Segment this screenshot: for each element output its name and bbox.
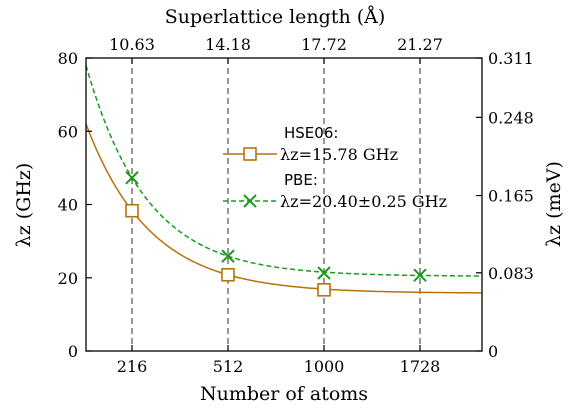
x-axis-title: Number of atoms xyxy=(200,383,368,405)
legend-marker-pbe xyxy=(243,194,257,208)
legend-value-hse06: λz=15.78 GHz xyxy=(280,145,398,164)
y2-tick-label: 0.083 xyxy=(488,264,534,283)
data-point-pbe xyxy=(317,266,331,280)
data-markers xyxy=(125,171,427,297)
data-point-pbe xyxy=(125,171,139,185)
y-tick-label: 40 xyxy=(58,196,78,215)
x2-tick-label: 10.63 xyxy=(109,35,155,54)
x2-tick-label: 21.27 xyxy=(397,35,443,54)
x-tick-label: 1000 xyxy=(304,357,345,376)
data-point-hse06 xyxy=(317,283,331,297)
fit-curve-pbe xyxy=(85,65,483,277)
y-tick-label: 20 xyxy=(58,269,78,288)
x2-tick-label: 14.18 xyxy=(205,35,251,54)
x2-axis-title: Superlattice length (Å) xyxy=(165,6,386,28)
y2-tick-label: 0.165 xyxy=(488,187,534,206)
y2-tick-label: 0.311 xyxy=(488,49,534,68)
data-point-pbe xyxy=(413,268,427,282)
x-tick-label: 512 xyxy=(213,357,244,376)
data-point-pbe xyxy=(221,249,235,263)
legend: HSE06: λz=15.78 GHz PBE: λz=20.40±0.25 G… xyxy=(223,124,447,211)
x-tick-label: 1728 xyxy=(400,357,441,376)
legend-value-pbe: λz=20.40±0.25 GHz xyxy=(280,192,447,211)
y-tick-label: 60 xyxy=(58,122,78,141)
grid-lines xyxy=(131,58,421,351)
data-point-hse06 xyxy=(221,268,235,282)
y-axis-title: λz (GHz) xyxy=(13,163,35,248)
x2-tick-label: 17.72 xyxy=(301,35,347,54)
fit-curves xyxy=(85,65,483,294)
legend-title-hse06: HSE06: xyxy=(284,124,338,142)
y-tick-label: 80 xyxy=(58,49,78,68)
y2-axis-title: λz (meV) xyxy=(543,161,565,247)
data-point-hse06 xyxy=(125,203,139,218)
legend-title-pbe: PBE: xyxy=(284,171,318,189)
fit-curve-hse06 xyxy=(85,123,483,294)
x-tick-label: 216 xyxy=(117,357,148,376)
y-tick-label: 0 xyxy=(68,342,78,361)
y2-tick-label: 0 xyxy=(488,342,498,361)
legend-marker-hse06 xyxy=(243,147,257,161)
y2-tick-label: 0.248 xyxy=(488,108,534,127)
axis-ticks: 216 10.63 512 14.18 1000 17.72 1728 21.27 0 20 40 6… xyxy=(58,35,534,376)
